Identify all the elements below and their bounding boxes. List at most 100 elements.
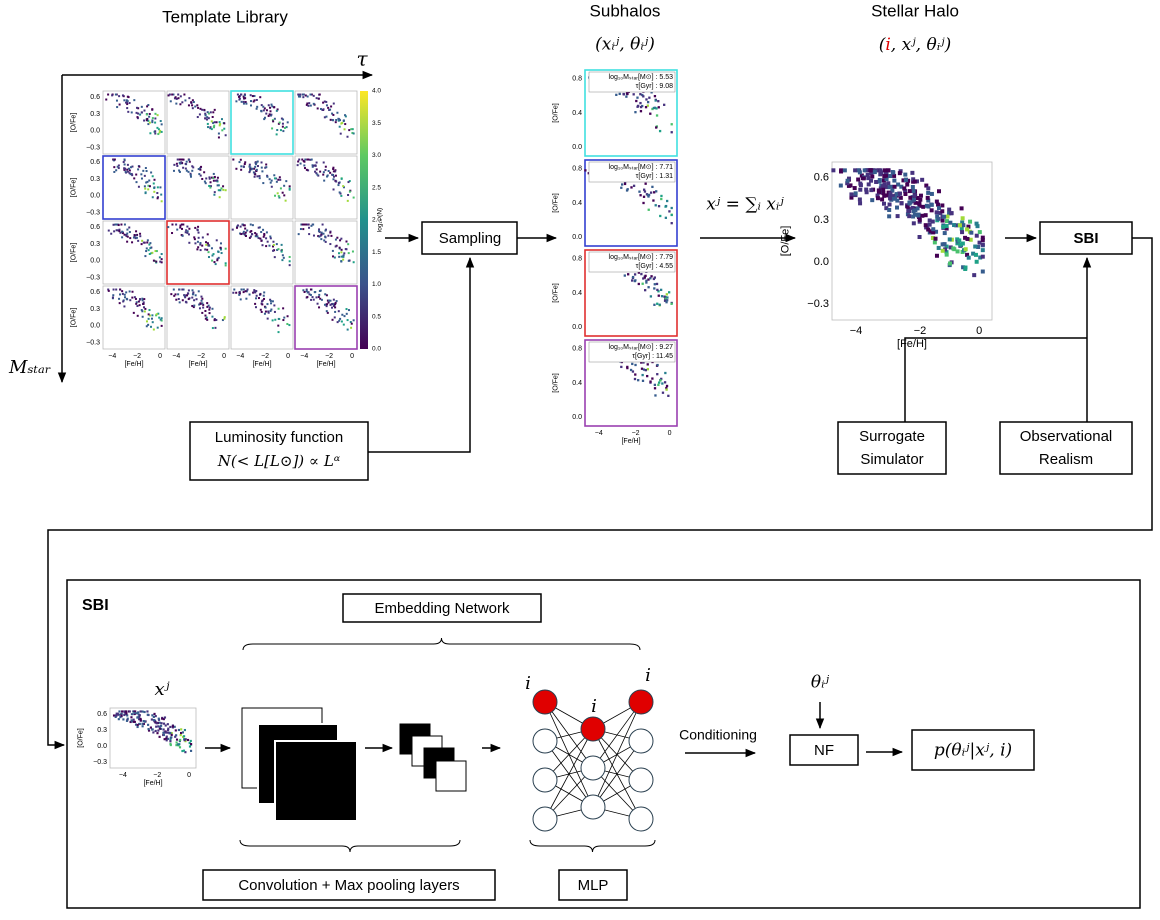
density-cell — [331, 302, 334, 305]
density-cell — [670, 206, 673, 210]
density-cell — [911, 197, 916, 202]
density-cell — [934, 199, 939, 204]
density-cell — [329, 118, 332, 121]
density-cell — [274, 318, 277, 321]
density-cell — [204, 114, 207, 117]
density-cell — [639, 110, 643, 113]
density-cell — [903, 178, 908, 183]
density-cell — [314, 170, 317, 173]
density-cell — [256, 235, 259, 238]
density-cell — [853, 168, 858, 173]
density-cell — [656, 373, 659, 376]
density-cell — [663, 295, 666, 298]
density-cell — [632, 93, 635, 96]
density-cell — [276, 108, 279, 111]
density-cell — [641, 373, 644, 377]
density-cell — [112, 288, 115, 291]
density-cell — [121, 292, 124, 295]
density-cell — [253, 99, 256, 102]
density-cell — [143, 720, 147, 723]
subhalo-mass: log₁₀Mₛₜₐᵣ[M⊙] : 9.27 — [609, 344, 674, 351]
connection — [592, 701, 642, 808]
density-cell — [892, 173, 897, 178]
density-cell — [198, 173, 201, 176]
density-cell — [191, 304, 194, 307]
density-cell — [207, 244, 210, 247]
density-cell — [170, 293, 173, 296]
density-cell — [331, 249, 334, 252]
density-cell — [216, 257, 219, 260]
density-cell — [117, 167, 120, 170]
density-cell — [178, 170, 181, 173]
density-cell — [911, 188, 916, 193]
density-cell — [194, 242, 197, 245]
density-cell — [192, 101, 195, 104]
density-cell — [875, 196, 880, 201]
x-tick-label: −4 — [172, 353, 180, 360]
density-cell — [158, 131, 161, 134]
density-cell — [266, 303, 269, 306]
density-cell — [327, 170, 330, 173]
density-cell — [155, 260, 158, 263]
density-cell — [632, 184, 636, 187]
connection — [544, 728, 594, 820]
density-cell — [117, 164, 120, 167]
density-cell — [311, 164, 314, 167]
density-cell — [296, 164, 299, 167]
colorbar-tick-label: 1.5 — [372, 249, 381, 256]
density-cell — [968, 219, 973, 224]
density-cell — [908, 195, 913, 200]
density-cell — [160, 317, 163, 320]
density-cell — [838, 183, 843, 188]
density-cell — [135, 230, 138, 233]
density-cell — [152, 182, 155, 185]
density-cell — [144, 255, 147, 258]
density-cell — [266, 175, 269, 178]
density-cell — [178, 288, 181, 291]
density-cell — [148, 121, 151, 124]
density-cell — [174, 729, 177, 732]
density-cell — [869, 171, 874, 176]
density-cell — [115, 229, 118, 232]
density-cell — [199, 174, 202, 177]
density-cell — [638, 190, 641, 193]
density-cell — [183, 93, 186, 96]
density-cell — [917, 203, 922, 208]
density-cell — [121, 710, 124, 713]
density-cell — [123, 710, 126, 713]
density-cell — [171, 223, 174, 226]
luminosity-formula: N(< L[L⊙]) ∝ Lᵅ — [217, 452, 341, 470]
density-cell — [119, 231, 122, 234]
plot-frame — [102, 155, 166, 220]
density-cell — [283, 126, 286, 129]
density-cell — [910, 184, 915, 189]
density-cell — [923, 213, 928, 218]
density-cell — [197, 236, 200, 239]
density-cell — [219, 242, 222, 245]
density-cell — [136, 233, 139, 236]
density-cell — [862, 168, 867, 173]
density-cell — [653, 287, 656, 290]
density-cell — [126, 170, 129, 173]
density-cell — [211, 115, 214, 118]
density-cell — [659, 379, 662, 382]
density-cell — [653, 283, 656, 286]
density-cell — [180, 223, 183, 226]
density-cell — [260, 104, 263, 107]
density-cell — [141, 297, 144, 300]
density-cell — [216, 259, 219, 262]
density-cell — [334, 174, 337, 177]
density-cell — [220, 118, 223, 121]
density-cell — [942, 214, 947, 219]
density-cell — [949, 211, 954, 216]
density-cell — [303, 223, 306, 226]
density-cell — [269, 309, 272, 312]
density-cell — [980, 269, 985, 274]
density-cell — [332, 304, 335, 307]
density-cell — [327, 301, 330, 304]
density-cell — [299, 162, 302, 165]
density-cell — [123, 305, 126, 308]
density-cell — [188, 97, 191, 100]
density-cell — [217, 184, 220, 187]
density-cell — [173, 97, 176, 100]
